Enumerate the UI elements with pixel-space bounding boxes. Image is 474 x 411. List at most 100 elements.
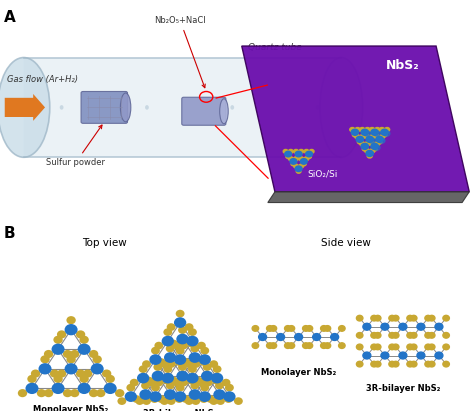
Circle shape (166, 345, 174, 352)
Text: A: A (4, 9, 16, 25)
Text: SiO₂/Si: SiO₂/Si (307, 169, 337, 178)
Circle shape (313, 334, 320, 340)
Text: Sulfur powder: Sulfur powder (46, 125, 105, 167)
Circle shape (407, 344, 413, 350)
Circle shape (27, 375, 36, 383)
Circle shape (382, 133, 387, 137)
Circle shape (365, 127, 370, 132)
Circle shape (304, 157, 309, 161)
Circle shape (185, 397, 193, 405)
Circle shape (376, 136, 383, 142)
Circle shape (223, 391, 236, 402)
Circle shape (104, 383, 117, 394)
Circle shape (118, 397, 126, 405)
Circle shape (145, 377, 153, 384)
Circle shape (356, 332, 363, 338)
Circle shape (370, 142, 374, 146)
Circle shape (176, 384, 184, 392)
Circle shape (64, 324, 78, 335)
Circle shape (375, 142, 380, 146)
Circle shape (374, 332, 381, 338)
Circle shape (270, 326, 277, 331)
Circle shape (369, 138, 375, 143)
Circle shape (355, 127, 360, 132)
Polygon shape (242, 46, 469, 192)
Circle shape (157, 358, 165, 366)
Circle shape (70, 350, 79, 358)
Circle shape (389, 344, 395, 350)
Circle shape (350, 127, 355, 132)
Circle shape (26, 383, 38, 394)
Circle shape (290, 159, 297, 164)
Circle shape (132, 395, 141, 403)
Circle shape (206, 395, 215, 403)
Text: Monolayer NbS₂: Monolayer NbS₂ (261, 368, 336, 377)
Text: B: B (4, 226, 16, 241)
Circle shape (174, 354, 186, 365)
Circle shape (213, 389, 226, 400)
Circle shape (199, 391, 211, 402)
Circle shape (44, 389, 53, 397)
Circle shape (106, 375, 115, 383)
Circle shape (44, 350, 53, 358)
Circle shape (91, 363, 104, 374)
Circle shape (139, 365, 147, 373)
Ellipse shape (120, 93, 131, 122)
Circle shape (164, 389, 176, 400)
Circle shape (191, 397, 200, 405)
Circle shape (40, 355, 50, 363)
Circle shape (352, 133, 357, 137)
Circle shape (155, 342, 163, 349)
Circle shape (155, 379, 163, 386)
Circle shape (151, 347, 160, 354)
Circle shape (389, 315, 395, 321)
Circle shape (367, 140, 372, 144)
Circle shape (70, 389, 79, 397)
Circle shape (381, 129, 388, 135)
Circle shape (428, 344, 435, 350)
Circle shape (191, 360, 200, 368)
Circle shape (407, 332, 413, 338)
Circle shape (356, 136, 364, 142)
Circle shape (383, 131, 390, 136)
Circle shape (377, 140, 382, 144)
Circle shape (54, 336, 63, 344)
Circle shape (191, 382, 199, 390)
Circle shape (443, 361, 449, 367)
Text: Top view: Top view (82, 238, 127, 248)
Circle shape (288, 157, 293, 161)
Circle shape (182, 358, 190, 366)
Circle shape (66, 355, 76, 363)
Circle shape (169, 377, 178, 384)
Circle shape (306, 343, 313, 349)
Circle shape (76, 369, 85, 378)
Circle shape (89, 350, 98, 358)
Circle shape (210, 360, 218, 368)
Circle shape (115, 389, 124, 397)
Circle shape (215, 382, 224, 390)
Circle shape (102, 369, 111, 378)
Circle shape (370, 149, 375, 153)
Circle shape (301, 159, 307, 164)
Circle shape (361, 143, 368, 149)
Circle shape (362, 147, 367, 151)
Circle shape (356, 361, 363, 367)
Circle shape (64, 363, 78, 374)
FancyBboxPatch shape (182, 97, 226, 125)
Circle shape (392, 332, 399, 338)
Circle shape (18, 389, 27, 397)
Circle shape (407, 315, 413, 321)
Circle shape (361, 129, 368, 135)
Circle shape (283, 150, 288, 153)
Circle shape (360, 134, 365, 139)
Circle shape (187, 339, 196, 347)
Circle shape (270, 343, 277, 349)
Circle shape (357, 140, 363, 144)
Circle shape (142, 360, 151, 368)
Circle shape (410, 344, 417, 350)
Circle shape (284, 326, 291, 331)
Circle shape (148, 379, 156, 386)
Circle shape (351, 129, 359, 135)
Circle shape (175, 358, 183, 366)
Circle shape (296, 169, 301, 173)
